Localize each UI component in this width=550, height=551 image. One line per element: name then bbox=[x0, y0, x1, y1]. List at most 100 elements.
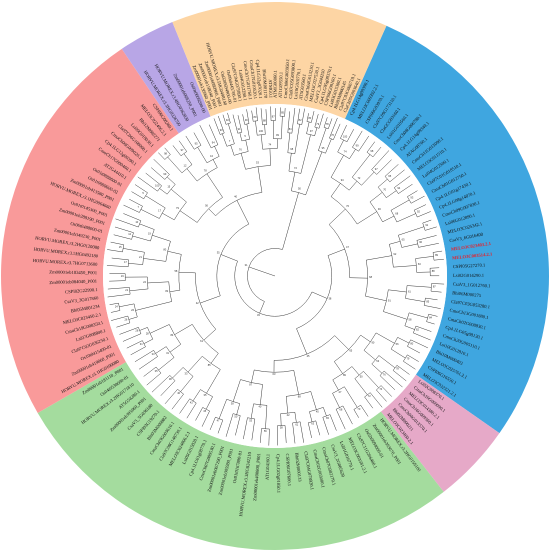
branch-arc bbox=[147, 327, 154, 340]
branch-arc bbox=[127, 315, 131, 323]
branch-arc bbox=[220, 132, 225, 135]
branch bbox=[251, 110, 254, 122]
bootstrap-value: 99 bbox=[356, 144, 359, 148]
branch bbox=[315, 420, 321, 436]
bootstrap-value: 100 bbox=[155, 184, 160, 188]
branch bbox=[193, 132, 202, 146]
branch bbox=[342, 405, 353, 425]
bootstrap-value: 88 bbox=[263, 119, 266, 123]
branch bbox=[363, 371, 379, 388]
branch bbox=[222, 114, 227, 125]
bootstrap-value: 61 bbox=[408, 289, 411, 293]
branch bbox=[257, 166, 263, 193]
bootstrap-value: 47 bbox=[339, 390, 342, 394]
branch bbox=[140, 209, 160, 219]
bootstrap-value: 35 bbox=[155, 369, 158, 373]
bootstrap-value: 93 bbox=[220, 128, 223, 132]
leaf-label: AT1G09550.1 bbox=[278, 71, 284, 98]
branch bbox=[201, 410, 210, 427]
bootstrap-value: 88 bbox=[298, 395, 301, 399]
bootstrap-value: 50 bbox=[298, 187, 301, 191]
branch bbox=[380, 385, 392, 397]
bootstrap-value: 28 bbox=[135, 329, 138, 333]
branch bbox=[409, 312, 428, 319]
branch bbox=[286, 396, 289, 414]
branch-arc bbox=[240, 379, 263, 385]
branch-arc bbox=[413, 326, 417, 334]
branch-arc bbox=[142, 252, 145, 265]
branch bbox=[306, 121, 310, 134]
branch bbox=[236, 200, 250, 225]
branch bbox=[111, 315, 128, 321]
branch bbox=[134, 184, 148, 193]
branch bbox=[416, 235, 437, 241]
branch bbox=[237, 115, 243, 133]
branch bbox=[357, 211, 377, 225]
bootstrap-value: 90 bbox=[419, 240, 422, 244]
bootstrap-value: 76 bbox=[331, 133, 334, 137]
branch bbox=[147, 281, 169, 284]
branch bbox=[205, 396, 213, 410]
branch bbox=[318, 113, 324, 129]
branch bbox=[309, 411, 313, 422]
branch bbox=[287, 132, 291, 153]
branch-arc bbox=[318, 150, 326, 154]
branch bbox=[415, 256, 434, 259]
bootstrap-value: 17 bbox=[124, 260, 127, 264]
branch bbox=[128, 316, 138, 320]
branch bbox=[149, 324, 170, 334]
bootstrap-value: 38 bbox=[169, 377, 172, 381]
branch bbox=[294, 412, 297, 423]
branch-arc bbox=[340, 138, 348, 142]
bootstrap-value: 84 bbox=[170, 333, 173, 337]
branch bbox=[128, 263, 143, 265]
branch bbox=[123, 213, 141, 221]
branch bbox=[209, 417, 216, 430]
bootstrap-value: 89 bbox=[254, 115, 257, 119]
branch bbox=[405, 298, 425, 302]
branch bbox=[370, 392, 383, 408]
bootstrap-value: 7 bbox=[229, 139, 231, 143]
branch bbox=[364, 396, 374, 409]
bootstrap-value: 82 bbox=[416, 328, 419, 332]
bootstrap-value: 10 bbox=[210, 154, 213, 158]
branch-arc bbox=[322, 414, 331, 418]
clade-sector-pink bbox=[380, 374, 500, 492]
branch-arc bbox=[330, 177, 350, 191]
branch bbox=[413, 332, 431, 341]
branch bbox=[119, 303, 135, 308]
branch bbox=[246, 109, 250, 124]
branch-arc bbox=[432, 252, 435, 261]
branch-arc bbox=[247, 417, 255, 420]
branch bbox=[433, 258, 444, 261]
branch-arc bbox=[226, 143, 235, 147]
leaf-label: Lsi02G014290.1 bbox=[453, 273, 485, 278]
branch bbox=[164, 389, 178, 404]
branch bbox=[246, 123, 250, 140]
bootstrap-value: 93 bbox=[410, 195, 413, 199]
leaf-label: CsaV3_3G017860 bbox=[64, 295, 99, 304]
branch bbox=[308, 422, 312, 439]
bootstrap-value: 99 bbox=[276, 133, 279, 137]
bootstrap-value: 65 bbox=[349, 349, 352, 353]
branch bbox=[291, 107, 296, 134]
bootstrap-value: 45 bbox=[316, 410, 319, 414]
bootstrap-value: 50 bbox=[234, 415, 237, 419]
branch bbox=[424, 305, 441, 309]
branch bbox=[366, 141, 376, 153]
branch bbox=[137, 176, 158, 192]
branch bbox=[259, 301, 265, 314]
branch bbox=[126, 340, 143, 349]
bootstrap-value: 74 bbox=[268, 143, 271, 147]
leaf-label: AT5G03560.1 bbox=[298, 73, 307, 100]
branch-arc bbox=[226, 399, 240, 404]
bootstrap-value: 35 bbox=[204, 393, 207, 397]
bootstrap-value: 89 bbox=[435, 253, 438, 257]
bootstrap-value: 15 bbox=[119, 245, 122, 249]
branch bbox=[353, 409, 359, 418]
bootstrap-value: 92 bbox=[417, 209, 420, 213]
branch-arc bbox=[164, 174, 170, 180]
branch bbox=[123, 248, 145, 253]
branch bbox=[363, 350, 376, 361]
